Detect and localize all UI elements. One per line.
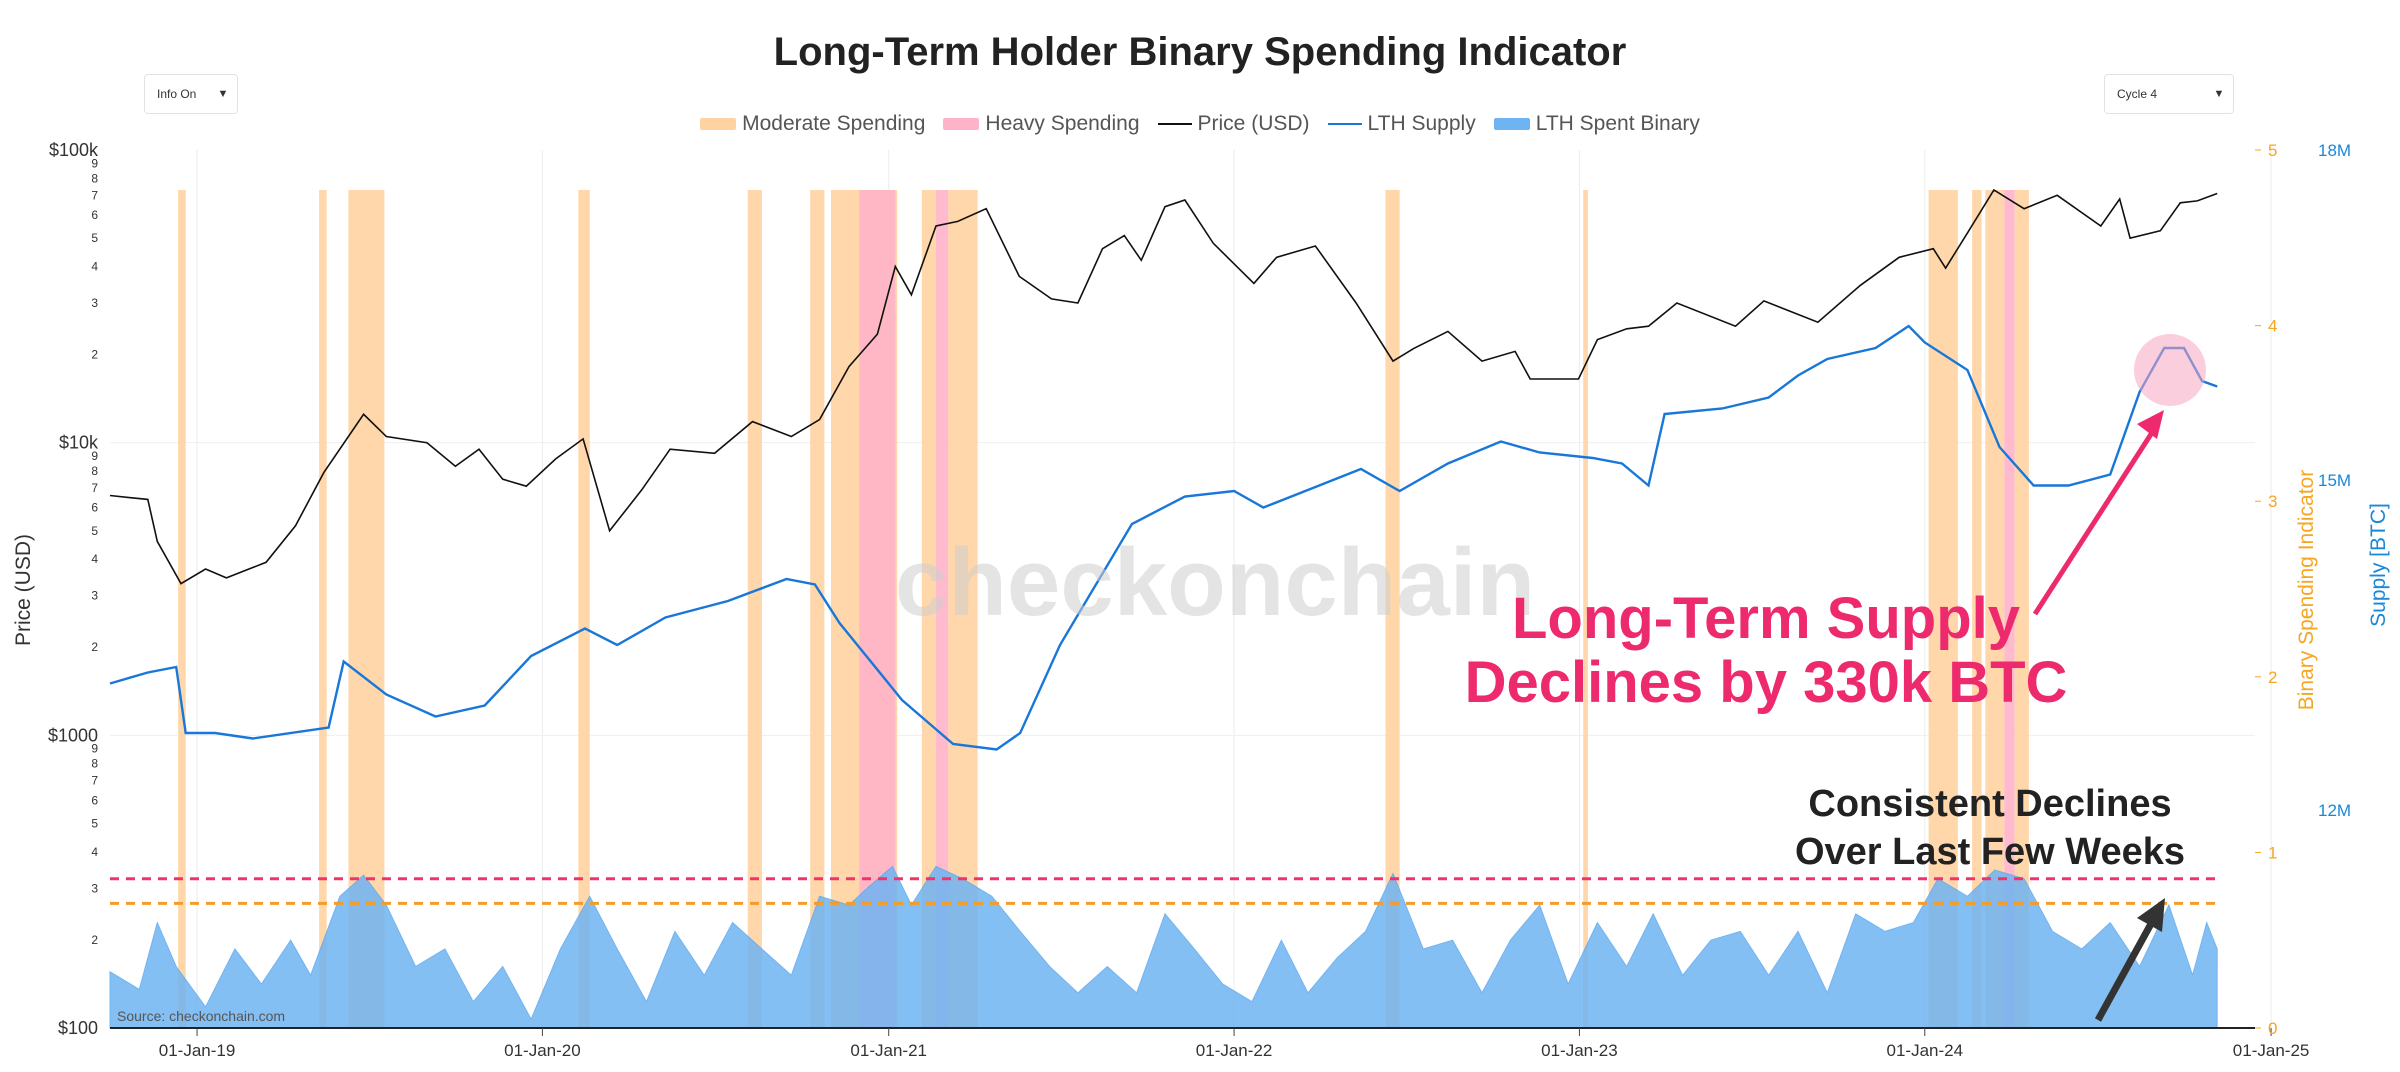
price-line bbox=[109, 188, 2218, 585]
legend-label: LTH Spent Binary bbox=[1535, 112, 1700, 135]
y-left-minor-tick-label: 8 bbox=[91, 171, 98, 185]
legend-item[interactable]: Price (USD) bbox=[1157, 112, 1310, 136]
y-left-minor-tick-label: 8 bbox=[91, 464, 98, 478]
y-left-minor-tick-label: 2 bbox=[91, 933, 98, 947]
spending-band-moderate bbox=[1385, 190, 1400, 1028]
y-left-minor-tick-label: 3 bbox=[91, 881, 98, 895]
y-left-minor-tick-label: 2 bbox=[91, 640, 98, 654]
y-right1-tick-label: 4 bbox=[2268, 317, 2277, 336]
y-left-minor-tick-label: 9 bbox=[91, 449, 98, 463]
y-left-minor-tick-label: 9 bbox=[91, 156, 98, 170]
y-left-minor-tick-label: 3 bbox=[91, 296, 98, 310]
spending-band-moderate bbox=[921, 190, 937, 1028]
spending-band-moderate bbox=[319, 190, 327, 1028]
y-right1-axis-label: Binary Spending Indicator bbox=[2295, 470, 2318, 711]
legend-swatch bbox=[700, 118, 737, 130]
y-left-minor-tick-label: 4 bbox=[91, 552, 98, 566]
y-left-minor-tick-label: 2 bbox=[91, 348, 98, 362]
spending-band-moderate bbox=[178, 190, 186, 1028]
y-left-minor-tick-label: 7 bbox=[91, 481, 98, 495]
y-right2-tick-label: 18M bbox=[2318, 141, 2351, 160]
spending-band-heavy bbox=[936, 190, 949, 1028]
y-right1-tick-label: 0 bbox=[2268, 1019, 2277, 1038]
spending-band-moderate bbox=[810, 190, 825, 1028]
x-tick-label: 01-Jan-20 bbox=[504, 1041, 581, 1060]
legend-item[interactable]: Moderate Spending bbox=[700, 112, 925, 136]
y-left-minor-tick-label: 4 bbox=[91, 259, 98, 273]
x-tick-label: 01-Jan-24 bbox=[1887, 1041, 1964, 1060]
spending-band-moderate bbox=[2014, 190, 2029, 1028]
annotation-text-declines: Declines by 330k BTC bbox=[1465, 650, 2068, 715]
y-left-minor-tick-label: 7 bbox=[91, 774, 98, 788]
spending-band-heavy bbox=[2004, 190, 2015, 1028]
chart-legend: Moderate Spending Heavy Spending Price (US… bbox=[0, 112, 2400, 136]
y-left-axis-label: Price (USD) bbox=[12, 534, 35, 646]
legend-item[interactable]: LTH Supply bbox=[1327, 112, 1476, 136]
legend-label: Heavy Spending bbox=[985, 112, 1140, 135]
lth-spent-binary-area bbox=[109, 865, 2218, 1029]
watermark: checkonchain bbox=[895, 529, 1535, 636]
y-left-major-tick-label: $100k bbox=[49, 140, 99, 160]
spending-band-moderate bbox=[1972, 190, 1982, 1028]
info-dropdown-value: Info On bbox=[157, 87, 197, 101]
x-tick-label: 01-Jan-19 bbox=[159, 1041, 236, 1060]
spending-band-moderate bbox=[1583, 190, 1588, 1028]
y-left-minor-tick-label: 3 bbox=[91, 589, 98, 603]
cycle-dropdown[interactable]: Cycle 4 ▼ bbox=[2104, 74, 2234, 114]
y-left-minor-tick-label: 5 bbox=[91, 231, 98, 245]
spending-band-moderate bbox=[1985, 190, 2005, 1028]
legend-swatch bbox=[1493, 118, 1530, 130]
source-label: Source: checkonchain.com bbox=[117, 1008, 285, 1024]
y-left-minor-tick-label: 5 bbox=[91, 524, 98, 538]
y-left-major-tick-label: $1000 bbox=[48, 725, 98, 745]
y-left-minor-tick-label: 8 bbox=[91, 757, 98, 771]
y-left-major-tick-label: $10k bbox=[59, 433, 99, 453]
annotation-text-consistent: Consistent Declines bbox=[1808, 783, 2171, 825]
spending-band-moderate bbox=[578, 190, 590, 1028]
y-left-major-tick-label: $100 bbox=[58, 1018, 98, 1038]
legend-label: Price (USD) bbox=[1197, 112, 1310, 135]
chart-title: Long-Term Holder Binary Spending Indicat… bbox=[773, 30, 1627, 74]
annotation-arrow-pink bbox=[2032, 426, 2158, 616]
highlight-circle bbox=[2134, 334, 2206, 406]
legend-swatch bbox=[1327, 123, 1362, 125]
chevron-down-icon: ▼ bbox=[217, 88, 229, 100]
annotation-arrowhead-dark bbox=[2137, 898, 2165, 932]
y-left-minor-tick-label: 9 bbox=[91, 742, 98, 756]
y-left-minor-tick-label: 6 bbox=[91, 208, 98, 222]
annotation-arrow-dark bbox=[2094, 920, 2156, 1022]
y-left-minor-tick-label: 6 bbox=[91, 501, 98, 515]
spending-band-moderate bbox=[747, 190, 762, 1028]
y-right2-tick-label: 12M bbox=[2318, 801, 2351, 820]
legend-item[interactable]: Heavy Spending bbox=[943, 112, 1140, 136]
y-right2-tick-label: 15M bbox=[2318, 471, 2351, 490]
legend-label: Moderate Spending bbox=[742, 112, 926, 135]
y-left-minor-tick-label: 5 bbox=[91, 816, 98, 830]
y-right2-axis-label: Supply [BTC] bbox=[2367, 503, 2390, 627]
legend-swatch bbox=[1157, 123, 1192, 125]
cycle-dropdown-value: Cycle 4 bbox=[2117, 87, 2158, 101]
y-right1-tick-label: 1 bbox=[2268, 843, 2277, 862]
annotation-text-weeks: Over Last Few Weeks bbox=[1795, 831, 2185, 873]
y-left-minor-tick-label: 4 bbox=[91, 845, 98, 859]
chevron-down-icon: ▼ bbox=[2213, 88, 2225, 100]
y-left-minor-tick-label: 7 bbox=[91, 188, 98, 202]
info-dropdown[interactable]: Info On ▼ bbox=[144, 74, 238, 114]
y-right1-tick-label: 2 bbox=[2268, 668, 2277, 687]
x-tick-label: 01-Jan-21 bbox=[850, 1041, 927, 1060]
legend-item[interactable]: LTH Spent Binary bbox=[1493, 112, 1700, 136]
legend-label: LTH Supply bbox=[1367, 112, 1476, 135]
x-tick-label: 01-Jan-23 bbox=[1541, 1041, 1618, 1060]
legend-swatch bbox=[943, 118, 980, 130]
annotation-text-lth-supply: Long-Term Supply bbox=[1512, 586, 2020, 651]
y-right1-tick-label: 3 bbox=[2268, 492, 2277, 511]
annotation-arrowhead-pink bbox=[2137, 410, 2164, 439]
x-tick-label: 01-Jan-25 bbox=[2233, 1041, 2310, 1060]
y-left-minor-tick-label: 6 bbox=[91, 793, 98, 807]
y-right1-tick-label: 5 bbox=[2268, 141, 2277, 160]
x-tick-label: 01-Jan-22 bbox=[1196, 1041, 1273, 1060]
lth-supply-line bbox=[109, 324, 2218, 751]
